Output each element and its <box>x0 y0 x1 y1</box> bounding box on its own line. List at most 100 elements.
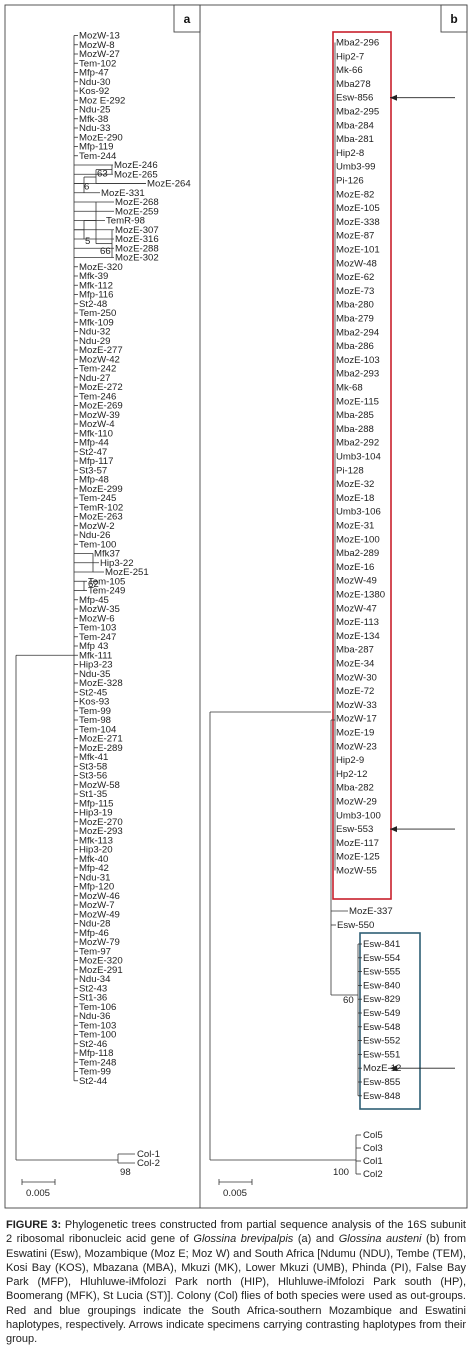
taxon-label-a: Ndu-28 <box>79 919 110 930</box>
taxon-label-a: Ndu-31 <box>79 872 110 883</box>
taxon-label-a: TemR-98 <box>106 216 145 227</box>
taxon-label-a: MozW-2 <box>79 521 115 532</box>
taxon-label-red: MozE-19 <box>336 728 374 739</box>
taxon-label-a: Kos-92 <box>79 86 109 97</box>
taxon-label-a: MozW-58 <box>79 780 120 791</box>
taxon-label-a: Mfk-111 <box>79 650 112 661</box>
arrow-head <box>390 94 397 101</box>
panel-b-tree: Mba2-296 Hip2-7 Mk-66 Mba278 Esw-856 Mba2-295… <box>209 31 455 1199</box>
panel-border <box>4 4 468 1209</box>
taxon-label-red: Pi-128 <box>336 465 364 476</box>
taxon-label-red: Umb3-99 <box>336 162 375 173</box>
taxon-label-red: Mba278 <box>336 79 371 90</box>
taxon-label-red: MozE-100 <box>336 534 380 545</box>
taxon-label-a: Mfp-120 <box>79 882 114 893</box>
taxon-label-a: Mfk-40 <box>79 854 108 865</box>
taxon-label-blue: Esw-829 <box>363 994 400 1005</box>
panel-b-letter-box <box>440 4 468 33</box>
taxon-label-red: Pi-126 <box>336 176 364 187</box>
outgroup-label: Col-2 <box>137 1158 160 1169</box>
taxon-label-a: Tem-103 <box>79 623 116 634</box>
taxon-label-red: MozE-32 <box>336 479 374 490</box>
taxon-label-a: Mfk-109 <box>79 317 114 328</box>
taxon-label-a: Ndu-34 <box>79 974 111 985</box>
taxon-label-a: MozW-35 <box>79 604 120 615</box>
taxon-label-a: Ndu-29 <box>79 336 110 347</box>
taxon-label-a: MozE-289 <box>79 743 123 754</box>
taxon-label-blue: Esw-848 <box>363 1091 400 1102</box>
taxon-label-a: Mfp-47 <box>79 68 109 79</box>
taxon-label-a: Mfp-46 <box>79 928 109 939</box>
taxon-label-red: MozW-47 <box>336 603 377 614</box>
taxon-label-a: MozE-268 <box>115 197 159 208</box>
taxon-label-a: Tem-250 <box>79 308 116 319</box>
taxon-label-a: MozE-251 <box>105 567 149 578</box>
taxon-label-red: MozW-49 <box>336 576 377 587</box>
taxon-label-red: MozE-62 <box>336 272 374 283</box>
taxon-label-red: Mk-66 <box>336 65 363 76</box>
outgroup-label: Col1 <box>363 1156 383 1167</box>
taxon-label-red: Esw-856 <box>336 93 373 104</box>
taxon-label-red: Mba-286 <box>336 341 374 352</box>
taxon-label-a: MozE-263 <box>79 512 123 523</box>
taxon-label-red: Hip2-7 <box>336 51 364 62</box>
taxon-label-red: MozW-29 <box>336 797 377 808</box>
taxon-label-a: TemR-102 <box>79 502 123 513</box>
outgroup-label: Col2 <box>363 1169 383 1180</box>
taxon-label-a: Mfp-119 <box>79 142 113 153</box>
panel-a-tree: MozW-13MozW-8MozW-27Tem-102Mfp-47Ndu-30K… <box>15 31 191 1199</box>
taxon-label-a: Tem-103 <box>79 1020 116 1031</box>
taxon-label-a: MozE-320 <box>79 262 123 273</box>
taxon-label-a: Tem-105 <box>88 576 125 587</box>
taxon-label-red: MozE-105 <box>336 203 380 214</box>
taxon-label-a: MozE-269 <box>79 401 123 412</box>
taxon-label-a: Mfp-44 <box>79 438 110 449</box>
taxon-label-a: MozE-307 <box>115 225 159 236</box>
taxon-label-a: St2-44 <box>79 1076 108 1087</box>
taxon-label-a: Mfp-45 <box>79 595 109 606</box>
taxon-label-a: MozE-290 <box>79 132 123 143</box>
taxon-label-a: Ndu-27 <box>79 373 110 384</box>
taxon-label-a: Hip3-20 <box>79 845 113 856</box>
taxon-label-red: Mba2-293 <box>336 369 379 380</box>
taxon-label-red: Mba2-292 <box>336 438 379 449</box>
taxon-label-red: Mba-282 <box>336 783 374 794</box>
taxon-label-a: Tem-98 <box>79 715 111 726</box>
taxon-label-red: MozW-55 <box>336 866 377 877</box>
taxon-label-a: Moz E-292 <box>79 95 125 106</box>
taxon-label-red: MozE-115 <box>336 396 379 407</box>
taxon-label-mid: MozE-337 <box>349 906 393 917</box>
taxon-label-red: MozE-82 <box>336 189 374 200</box>
caption-figure-number: FIGURE 3: <box>6 1219 62 1231</box>
taxon-label-red: MozW-23 <box>336 741 377 752</box>
taxon-label-a: Tem-99 <box>79 1067 111 1078</box>
taxon-label-a: Tem-100 <box>79 539 116 550</box>
taxon-label-a: Tem-106 <box>79 1002 116 1013</box>
taxon-label-blue: Esw-548 <box>363 1022 400 1033</box>
taxon-label-red: Hp2-12 <box>336 769 367 780</box>
outgroup-label: Col3 <box>363 1143 383 1154</box>
figure-caption: FIGURE 3: Phylogenetic trees constructed… <box>6 1218 466 1347</box>
taxon-label-blue: Esw-855 <box>363 1077 400 1088</box>
taxon-label-blue: Esw-549 <box>363 1008 400 1019</box>
taxon-label-a: Ndu-33 <box>79 123 110 134</box>
taxon-label-a: Mfp-118 <box>79 1048 113 1059</box>
taxon-label-red: Hip2-8 <box>336 148 364 159</box>
scale-label: 0.005 <box>26 1188 50 1199</box>
taxon-label-a: MozE-271 <box>79 734 123 745</box>
taxon-label-a: Kos-93 <box>79 697 109 708</box>
taxon-label-a: Ndu-30 <box>79 77 110 88</box>
taxon-label-red: Hip2-9 <box>336 755 364 766</box>
taxon-label-red: MozE-113 <box>336 617 379 628</box>
taxon-label-a: MozW-42 <box>79 354 120 365</box>
taxon-label-red: MozE-134 <box>336 631 380 642</box>
taxon-label-red: MozW-30 <box>336 672 377 683</box>
taxon-label-red: MozE-72 <box>336 686 374 697</box>
taxon-label-a: Hip3-19 <box>79 808 113 819</box>
taxon-label-a: MozE-302 <box>115 253 159 264</box>
caption-species-2: Glossina austeni <box>338 1233 422 1246</box>
caption-species-1: Glossina brevipalpis <box>193 1233 294 1246</box>
taxon-label-a: Ndu-25 <box>79 105 110 116</box>
taxon-label-a: MozE-270 <box>79 817 123 828</box>
